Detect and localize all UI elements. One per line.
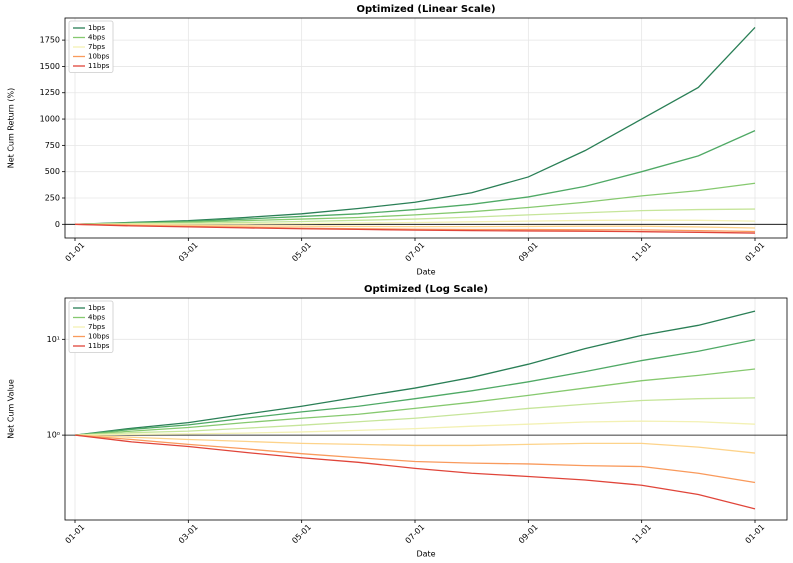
chart-title: Optimized (Linear Scale) — [356, 4, 495, 15]
data-line — [74, 208, 756, 225]
x-tick-label: 01-01 — [64, 241, 87, 264]
legend-label: 10bps — [88, 53, 110, 61]
legend-box — [68, 300, 114, 353]
legend-label: 10bps — [88, 333, 110, 341]
data-line — [74, 368, 756, 436]
x-tick-label: 01-01 — [64, 523, 87, 546]
y-tick-label: 10¹ — [47, 335, 60, 344]
x-tick-label: 11-01 — [630, 241, 653, 264]
data-line — [74, 434, 756, 484]
legend-label: 7bps — [88, 323, 105, 331]
legend-label: 7bps — [88, 43, 105, 51]
data-line — [74, 310, 756, 436]
x-axis-label: Date — [416, 268, 435, 277]
data-line — [74, 219, 756, 225]
legend-label: 11bps — [88, 62, 110, 70]
y-tick-label: 1750 — [40, 36, 60, 45]
x-tick-label: 05-01 — [290, 241, 313, 264]
data-line — [74, 130, 756, 225]
y-axis-label: Net Cum Return (%) — [7, 88, 16, 169]
x-tick-label: 01-01 — [744, 523, 767, 546]
y-tick-label: 1250 — [40, 88, 60, 97]
x-tick-label: 07-01 — [404, 523, 427, 546]
data-line — [74, 182, 756, 225]
x-tick-label: 03-01 — [177, 523, 200, 546]
data-line — [74, 397, 756, 436]
y-tick-label: 500 — [45, 167, 60, 176]
data-line — [74, 339, 756, 436]
x-tick-label: 09-01 — [517, 523, 540, 546]
y-tick-label: 0 — [55, 220, 60, 229]
x-tick-label: 03-01 — [177, 241, 200, 264]
y-tick-label: 750 — [45, 141, 60, 150]
chart-title: Optimized (Log Scale) — [364, 284, 488, 295]
legend-label: 4bps — [88, 314, 105, 322]
x-tick-label: 05-01 — [290, 523, 313, 546]
x-tick-label: 11-01 — [630, 523, 653, 546]
data-line — [74, 223, 756, 229]
plot-frame — [64, 17, 788, 239]
y-axis-label: Net Cum Value — [7, 379, 16, 439]
legend-box — [68, 20, 114, 73]
legend-label: 4bps — [88, 34, 105, 42]
legend-label: 1bps — [88, 24, 105, 32]
x-axis-label: Date — [416, 550, 435, 559]
y-tick-label: 1000 — [40, 115, 60, 124]
data-line — [74, 27, 756, 225]
data-line — [74, 420, 756, 436]
legend-label: 11bps — [88, 342, 110, 350]
x-tick-label: 07-01 — [404, 241, 427, 264]
data-line — [74, 434, 756, 510]
y-tick-label: 10⁰ — [47, 431, 60, 440]
plot-frame — [64, 297, 788, 521]
y-tick-label: 1500 — [40, 62, 60, 71]
x-tick-label: 09-01 — [517, 241, 540, 264]
legend-label: 1bps — [88, 304, 105, 312]
y-tick-label: 250 — [45, 194, 60, 203]
data-line — [74, 434, 756, 454]
data-line — [74, 223, 756, 234]
x-tick-label: 01-01 — [744, 241, 767, 264]
